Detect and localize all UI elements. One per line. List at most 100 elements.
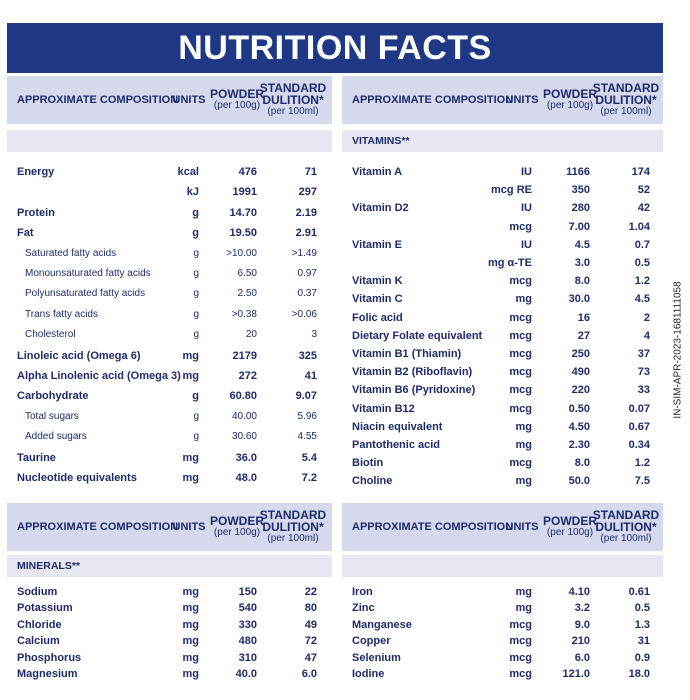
unit: IU	[521, 202, 532, 215]
minerals-band	[342, 555, 663, 577]
unit: g	[193, 247, 199, 259]
nutrient-name: Saturated fatty acids	[25, 247, 117, 259]
header-standard-cell: STANDARD DULITION* (per 100ml)	[257, 503, 329, 551]
powder-value: 48.0	[235, 472, 257, 484]
powder-value: 540	[238, 602, 257, 615]
table-row: Pantothenic acid mg 2.30 0.34	[342, 436, 663, 454]
table-row: Polyunsaturated fatty acids g 2.50 0.37	[7, 285, 332, 303]
minerals-label: MINERALS**	[17, 560, 81, 572]
unit: kcal	[177, 166, 199, 178]
powder-value: 9.0	[574, 618, 590, 631]
powder-value: >0.38	[231, 308, 257, 320]
powder-value: 4.5	[574, 238, 590, 251]
table-row: Iron mg 4.10 0.61	[342, 583, 663, 601]
powder-value: 330	[238, 618, 257, 631]
header-standard-cell: STANDARD DULITION* (per 100ml)	[257, 76, 329, 124]
nutrient-name: Potassium	[17, 602, 73, 615]
header-composition-cell: APPROXIMATE COMPOSITION	[17, 76, 178, 124]
standard-value: 0.67	[628, 420, 650, 433]
standard-value: 2.19	[295, 206, 317, 219]
header-dilution: DULITION*	[595, 520, 657, 534]
header-composition-cell: APPROXIMATE COMPOSITION	[352, 503, 513, 551]
nutrient-name: Monounsaturated fatty acids	[25, 268, 151, 279]
header-units: UNITS	[505, 521, 539, 533]
nutrient-name: Dietary Folate equivalent	[352, 329, 483, 342]
header-units: UNITS	[172, 521, 206, 533]
standard-value: 1.2	[634, 275, 650, 288]
unit: kJ	[186, 186, 199, 199]
header-powder-sub: (per 100g)	[213, 100, 261, 111]
nutrient-name: Protein	[17, 206, 55, 219]
standard-value: 7.2	[301, 472, 317, 484]
standard-value: 1.04	[628, 220, 650, 233]
standard-value: 5.96	[297, 410, 317, 422]
table-row: Vitamin B12 mcg 0.50 0.07	[342, 400, 663, 418]
table-row: Taurine mg 36.0 5.4	[7, 449, 332, 467]
unit: mcg	[509, 402, 532, 415]
header-powder: POWDER	[210, 87, 264, 101]
powder-value: 4.10	[568, 586, 590, 598]
table-row: Monounsaturated fatty acids g 6.50 0.97	[7, 265, 332, 283]
powder-value: 6.0	[574, 651, 590, 664]
powder-value: 3.0	[574, 257, 590, 269]
header-powder: POWDER	[543, 514, 597, 528]
standard-value: 0.37	[297, 288, 317, 300]
table-row: Chloride mg 330 49	[7, 616, 332, 634]
table-row: Choline mg 50.0 7.5	[342, 472, 663, 490]
table-row: Copper mcg 210 31	[342, 632, 663, 650]
table-row: Iodine mcg 121.0 18.0	[342, 665, 663, 683]
unit: mg	[515, 293, 533, 306]
table-row: Vitamin B2 (Riboflavin) mcg 490 73	[342, 363, 663, 381]
header-dilution: DULITION*	[595, 93, 657, 107]
powder-value: 40.00	[231, 410, 257, 422]
standard-value: 41	[304, 370, 317, 382]
header-standard: STANDARD	[592, 508, 660, 522]
powder-value: 30.0	[568, 293, 590, 306]
header-dilution: DULITION*	[262, 520, 324, 534]
powder-value: 1166	[566, 166, 590, 178]
nutrient-name: Magnesium	[17, 668, 78, 680]
header-powder-sub: (per 100g)	[546, 100, 594, 111]
powder-value: 7.00	[568, 220, 590, 233]
nutrient-name: Vitamin B1 (Thiamin)	[352, 348, 462, 360]
standard-value: 2	[643, 311, 650, 324]
nutrient-name: Linoleic acid (Omega 6)	[17, 349, 141, 362]
unit: mg α-TE	[487, 257, 532, 269]
table-row: Folic acid mcg 16 2	[342, 309, 663, 327]
powder-value: 8.0	[574, 457, 590, 470]
unit: mcg RE	[491, 184, 532, 197]
powder-value: 50.0	[568, 475, 590, 488]
powder-value: 2179	[232, 349, 257, 362]
header-dilution-sub: (per 100ml)	[267, 106, 319, 117]
table-row: Manganese mcg 9.0 1.3	[342, 616, 663, 634]
unit: mcg	[509, 618, 532, 631]
unit: mg	[182, 618, 200, 631]
powder-value: 19.50	[229, 227, 257, 240]
standard-value: 4.5	[634, 293, 650, 306]
nutrient-name: Taurine	[17, 451, 56, 464]
header-composition: APPROXIMATE COMPOSITION	[17, 521, 179, 533]
unit: mg	[182, 472, 200, 484]
table-row: Nucleotide equivalents mg 48.0 7.2	[7, 469, 332, 487]
standard-value: 73	[637, 366, 650, 379]
table-row: Calcium mg 480 72	[7, 632, 332, 650]
table-row: Total sugars g 40.00 5.96	[7, 408, 332, 426]
header-composition: APPROXIMATE COMPOSITION	[17, 94, 179, 106]
table-row: Phosphorus mg 310 47	[7, 649, 332, 667]
powder-value: 8.0	[574, 275, 590, 288]
nutrient-name: Sodium	[17, 586, 58, 598]
powder-value: 121.0	[562, 668, 590, 680]
column-header: APPROXIMATE COMPOSITION UNITS POWDER (per 1…	[342, 76, 663, 124]
header-powder-cell: POWDER (per 100g)	[202, 76, 272, 124]
powder-value: 2.50	[237, 288, 257, 300]
table-row: Magnesium mg 40.0 6.0	[7, 665, 332, 683]
table-row: Fat g 19.50 2.91	[7, 224, 332, 242]
header-standard-cell: STANDARD DULITION* (per 100ml)	[590, 76, 662, 124]
nutrient-name: Iron	[352, 586, 373, 598]
table-row: Selenium mcg 6.0 0.9	[342, 649, 663, 667]
header-composition: APPROXIMATE COMPOSITION	[352, 521, 514, 533]
standard-value: 9.07	[295, 390, 317, 403]
unit: IU	[521, 166, 532, 178]
unit: mcg	[509, 457, 532, 470]
table-row: Zinc mg 3.2 0.5	[342, 599, 663, 617]
